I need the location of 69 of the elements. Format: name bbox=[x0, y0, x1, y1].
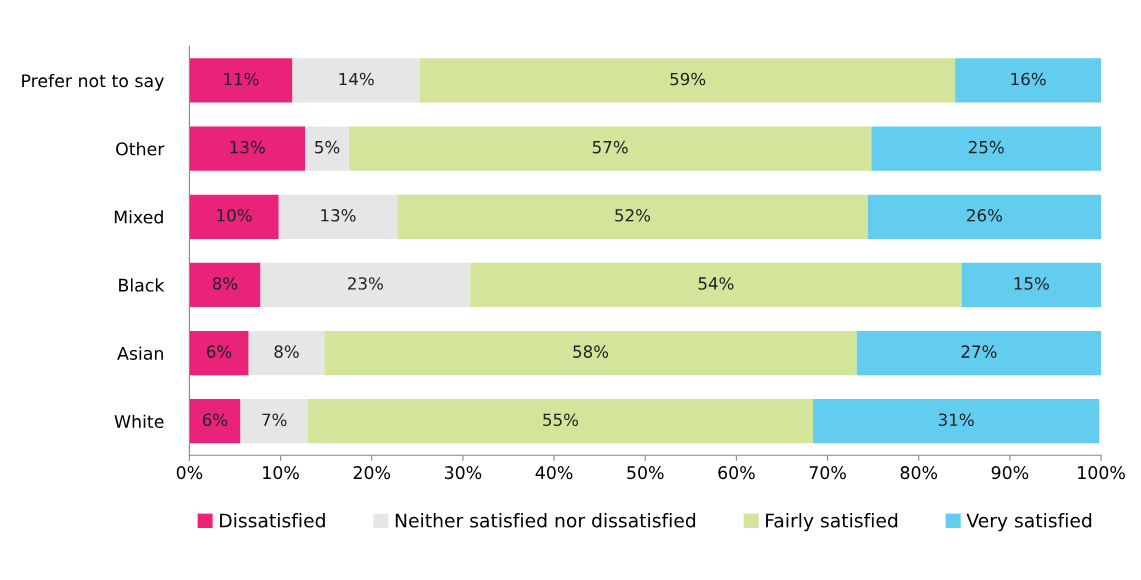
bar bbox=[189, 194, 279, 239]
data-label: 15% bbox=[1014, 277, 1049, 290]
bar bbox=[955, 58, 1102, 103]
data-label: 25% bbox=[968, 140, 1004, 154]
bar bbox=[856, 330, 1102, 376]
bar bbox=[324, 330, 857, 376]
bar bbox=[812, 399, 1100, 444]
data-label: 27% bbox=[961, 345, 997, 358]
bar bbox=[189, 262, 261, 308]
data-label: 26% bbox=[967, 209, 1002, 222]
bar bbox=[278, 194, 398, 239]
bar bbox=[189, 58, 293, 103]
data-label: 6% bbox=[202, 413, 228, 427]
data-label: 8% bbox=[212, 277, 238, 290]
data-label: 10% bbox=[217, 209, 252, 222]
bar bbox=[348, 126, 872, 171]
bar bbox=[420, 58, 956, 103]
y-tick-label: Asian bbox=[117, 346, 163, 360]
data-label: 14% bbox=[339, 72, 374, 86]
data-label: 55% bbox=[543, 413, 579, 427]
data-label: 16% bbox=[1011, 72, 1046, 86]
bar bbox=[189, 399, 241, 444]
data-label: 59% bbox=[670, 72, 706, 86]
legend-label: Neither satisfied nor dissatisfied bbox=[395, 513, 696, 528]
data-label: 7% bbox=[262, 413, 287, 427]
data-label: 13% bbox=[230, 140, 265, 154]
legend-label: Dissatisfied bbox=[220, 513, 325, 528]
bar bbox=[240, 399, 308, 444]
y-tick-label: Mixed bbox=[114, 210, 163, 224]
bar bbox=[189, 126, 306, 171]
data-label: 23% bbox=[348, 277, 383, 290]
x-tick-label: 30% bbox=[444, 466, 482, 480]
data-label: 57% bbox=[592, 140, 628, 154]
data-label: 54% bbox=[698, 277, 734, 290]
y-tick-label: Black bbox=[119, 278, 165, 292]
data-label: 8% bbox=[274, 345, 299, 358]
y-tick-label: White bbox=[114, 414, 164, 429]
x-tick-label: 90% bbox=[991, 466, 1029, 480]
bar bbox=[961, 262, 1102, 308]
bar bbox=[292, 58, 421, 103]
bar bbox=[305, 126, 349, 171]
bar bbox=[867, 194, 1102, 239]
data-label: 58% bbox=[573, 345, 609, 358]
legend-label: Very satisfied bbox=[966, 513, 1092, 532]
data-label: 6% bbox=[206, 345, 232, 358]
y-tick-label: Prefer not to say bbox=[22, 73, 164, 91]
legend-label: Fairly satisfied bbox=[766, 513, 898, 532]
bar bbox=[260, 262, 471, 308]
bar bbox=[189, 330, 249, 376]
x-tick-label: 0% bbox=[176, 466, 203, 480]
data-label: 52% bbox=[615, 209, 651, 222]
bar bbox=[248, 330, 325, 376]
x-tick-label: 40% bbox=[535, 466, 573, 480]
x-tick-label: 100% bbox=[1078, 466, 1125, 480]
x-tick-label: 20% bbox=[353, 466, 391, 480]
data-label: 11% bbox=[224, 72, 259, 86]
data-label: 5% bbox=[315, 140, 340, 154]
data-label: 31% bbox=[938, 413, 974, 427]
bar bbox=[397, 194, 868, 239]
data-label: 13% bbox=[321, 209, 356, 222]
x-tick-label: 50% bbox=[627, 466, 664, 480]
bar bbox=[307, 399, 813, 444]
x-tick-label: 60% bbox=[718, 466, 755, 480]
y-tick-label: Other bbox=[116, 142, 165, 156]
x-tick-label: 80% bbox=[900, 466, 938, 480]
bar bbox=[871, 126, 1102, 171]
x-tick-label: 70% bbox=[809, 466, 846, 480]
x-tick-label: 10% bbox=[263, 466, 299, 480]
bar bbox=[470, 262, 962, 308]
